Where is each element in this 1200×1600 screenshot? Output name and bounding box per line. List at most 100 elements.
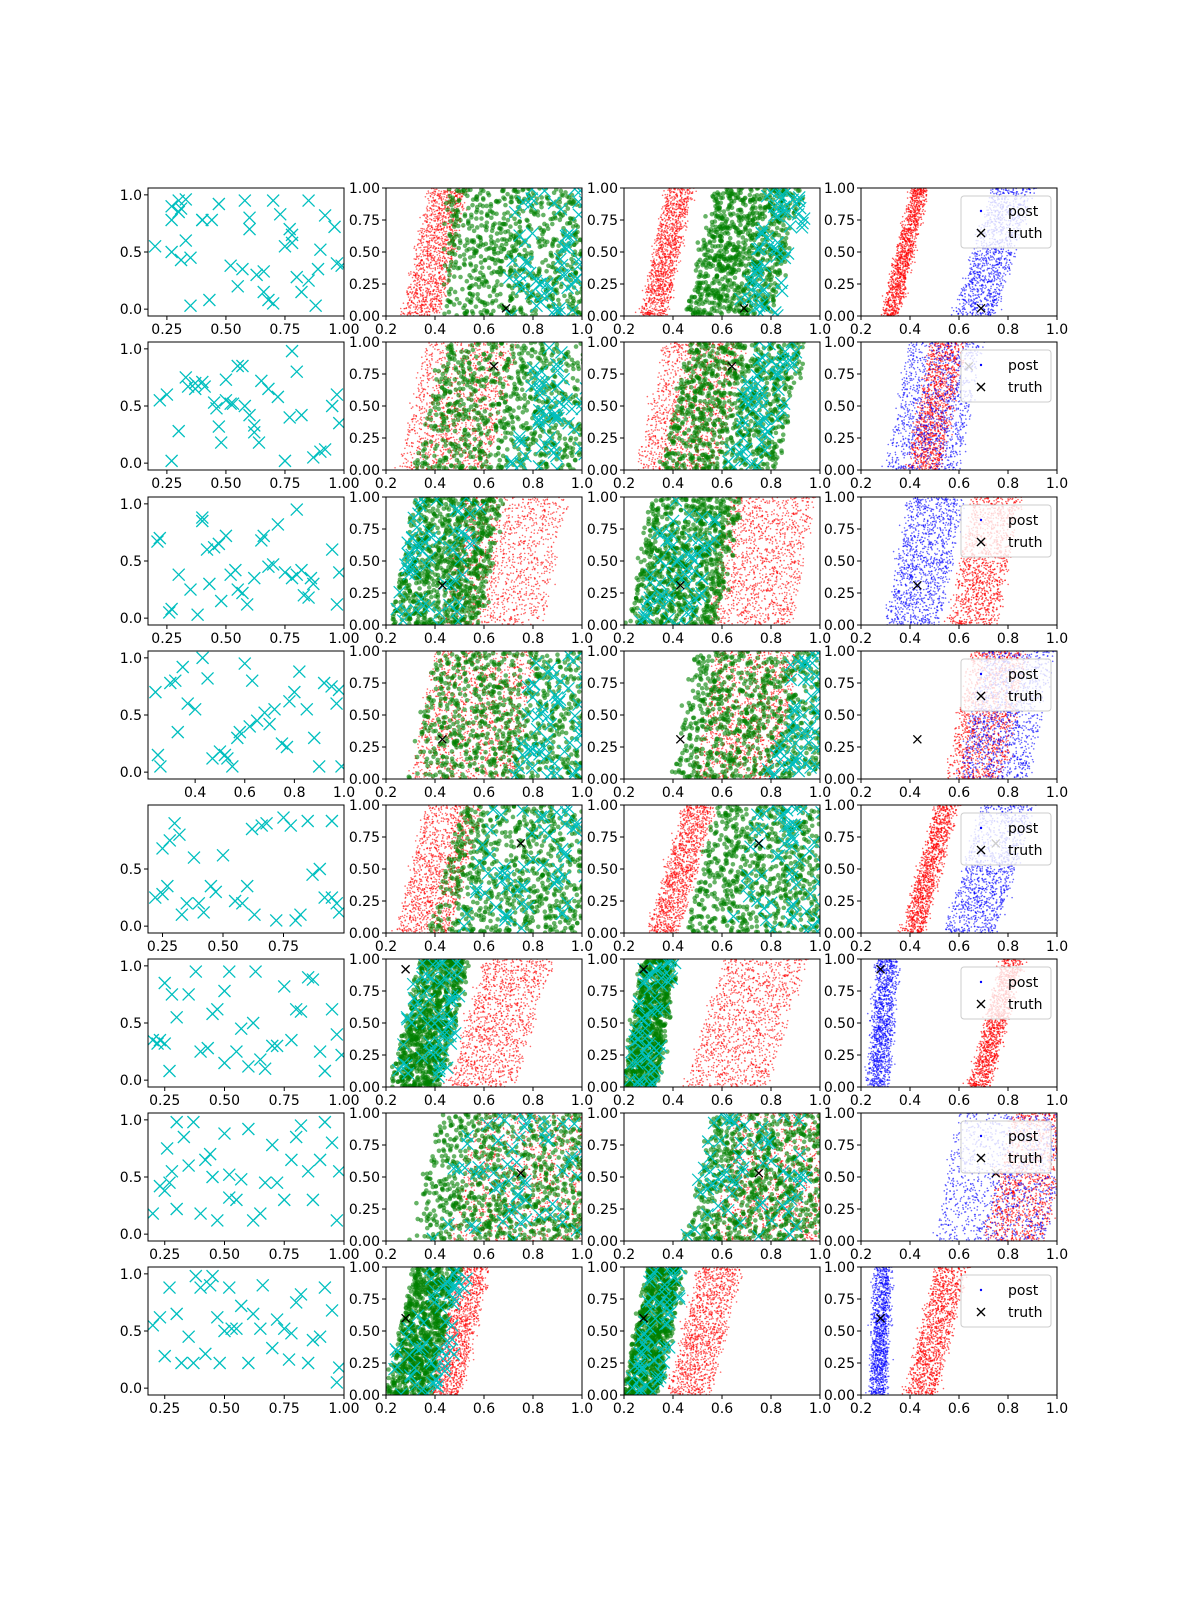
green-point — [506, 283, 511, 288]
red-point — [910, 269, 913, 271]
green-point — [514, 189, 519, 195]
cyan-point — [797, 212, 811, 225]
green-point — [747, 192, 753, 198]
red-point — [423, 215, 426, 217]
red-point — [414, 308, 417, 310]
red-point — [660, 295, 662, 298]
green-point — [734, 287, 739, 293]
red-point — [682, 208, 684, 210]
red-point — [656, 278, 658, 280]
red-point — [440, 212, 442, 215]
red-point — [663, 252, 666, 255]
red-point — [676, 248, 678, 250]
green-point — [742, 255, 747, 261]
red-point — [433, 298, 435, 300]
red-point — [655, 276, 658, 278]
red-point — [666, 213, 669, 216]
green-point — [570, 300, 576, 306]
red-point — [685, 201, 688, 204]
green-point — [494, 231, 500, 236]
red-point — [406, 313, 409, 316]
cyan-point — [526, 227, 539, 240]
green-point — [792, 214, 798, 220]
design-point — [285, 236, 299, 250]
green-point — [563, 190, 568, 195]
red-point — [661, 297, 663, 300]
red-point — [427, 248, 429, 250]
red-point — [649, 271, 652, 274]
red-point — [681, 198, 683, 201]
red-point — [665, 277, 668, 279]
green-point — [743, 225, 748, 230]
red-point — [412, 280, 415, 283]
red-point — [432, 279, 434, 281]
green-point — [751, 213, 757, 219]
green-point — [720, 276, 725, 282]
red-point — [436, 220, 439, 222]
red-point — [889, 284, 892, 287]
red-point — [448, 257, 451, 260]
red-point — [422, 271, 425, 274]
red-point — [667, 269, 669, 272]
red-point — [661, 288, 664, 291]
green-point — [590, 271, 595, 276]
red-point — [431, 282, 434, 284]
green-point — [539, 195, 544, 200]
green-point — [547, 275, 553, 280]
green-point — [578, 289, 582, 295]
red-point — [435, 251, 438, 254]
red-point — [651, 245, 653, 248]
red-point — [440, 302, 443, 305]
green-point — [731, 222, 736, 227]
green-point — [442, 311, 447, 316]
red-point — [438, 195, 441, 198]
green-point — [795, 188, 801, 194]
green-point — [542, 242, 548, 248]
green-point — [739, 188, 745, 191]
red-point — [660, 270, 662, 273]
red-point — [425, 287, 427, 289]
red-point — [663, 296, 666, 298]
cyan-point — [565, 303, 579, 316]
red-point — [659, 280, 662, 283]
red-point — [667, 301, 669, 304]
red-point — [650, 269, 653, 272]
green-point — [512, 216, 517, 222]
red-point — [670, 228, 673, 230]
red-point — [668, 308, 671, 310]
red-point — [662, 278, 665, 281]
cyan-point — [534, 295, 548, 309]
red-point — [438, 231, 441, 234]
green-point — [484, 224, 490, 230]
green-point — [481, 197, 486, 202]
red-point — [670, 226, 673, 228]
red-point — [677, 235, 679, 238]
red-point — [444, 206, 446, 209]
red-point — [655, 249, 658, 251]
red-point — [650, 298, 652, 300]
red-point — [654, 309, 657, 311]
red-point — [444, 242, 446, 245]
red-point — [662, 271, 665, 273]
red-point — [441, 280, 443, 282]
green-point — [489, 215, 494, 221]
green-point — [580, 296, 582, 301]
red-point — [436, 227, 438, 230]
red-point — [458, 196, 461, 199]
green-point — [511, 245, 516, 251]
red-point — [918, 202, 921, 204]
red-point — [661, 219, 664, 221]
red-point — [438, 189, 440, 192]
red-point — [432, 247, 434, 250]
red-point — [662, 276, 665, 278]
red-point — [673, 195, 675, 198]
red-point — [907, 292, 909, 294]
red-point — [411, 276, 414, 279]
red-point — [441, 216, 443, 218]
red-point — [441, 208, 444, 210]
green-point — [479, 265, 485, 270]
green-point — [491, 289, 496, 294]
red-point — [428, 255, 430, 257]
green-point — [767, 257, 773, 262]
green-point — [738, 207, 744, 213]
